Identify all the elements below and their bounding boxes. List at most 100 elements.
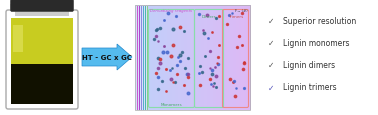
Point (213, 75, 219, 77)
Bar (178, 6, 181, 110)
Point (224, 24, 230, 26)
Point (230, 81, 236, 83)
Text: Lignin dimers: Lignin dimers (283, 60, 335, 69)
Bar (158, 6, 161, 110)
Bar (149, 6, 153, 110)
Point (166, 13, 172, 15)
Point (155, 58, 161, 60)
Bar (13, 26, 23, 52)
Point (236, 36, 242, 37)
Point (169, 68, 175, 70)
Text: Superior resolution: Superior resolution (283, 16, 356, 25)
Point (241, 63, 247, 65)
Point (200, 71, 206, 73)
Point (229, 13, 235, 15)
Point (213, 86, 219, 88)
Point (180, 52, 186, 54)
Point (209, 32, 215, 34)
Point (160, 51, 166, 53)
Bar (215, 6, 219, 110)
Text: Dimers: Dimers (201, 15, 216, 19)
Point (181, 31, 187, 33)
Bar (187, 6, 190, 110)
Point (174, 74, 180, 76)
Bar (141, 6, 144, 110)
Point (241, 88, 247, 89)
Bar (190, 6, 193, 110)
Bar (227, 6, 230, 110)
Point (215, 63, 222, 65)
Point (239, 13, 245, 15)
Bar (15, 9, 69, 17)
Text: ✓: ✓ (268, 60, 274, 69)
Bar (201, 6, 204, 110)
Text: F₁₂ (#): F₁₂ (#) (235, 9, 248, 13)
Bar (135, 6, 148, 110)
Point (173, 16, 179, 18)
Point (234, 47, 240, 49)
Point (201, 33, 207, 34)
Text: RCF Lignin: RCF Lignin (10, 4, 56, 13)
Bar (184, 6, 187, 110)
Point (209, 69, 215, 71)
Point (181, 84, 187, 86)
Text: ✓: ✓ (268, 83, 274, 92)
Bar (230, 6, 233, 110)
Bar (11, 65, 73, 104)
Point (214, 63, 220, 65)
Point (233, 88, 239, 89)
Bar (169, 6, 173, 110)
Point (211, 82, 217, 84)
Bar (138, 6, 141, 110)
Point (215, 57, 221, 59)
Point (216, 45, 222, 47)
Point (216, 16, 222, 17)
Point (170, 82, 177, 83)
Point (163, 90, 169, 92)
Bar (172, 6, 176, 110)
Point (207, 68, 213, 70)
Point (155, 40, 161, 42)
Point (227, 78, 233, 80)
Point (182, 68, 188, 70)
Text: Trimers: Trimers (228, 15, 243, 19)
Point (206, 79, 212, 80)
Point (207, 50, 213, 52)
Bar (152, 6, 156, 110)
FancyArrow shape (82, 45, 132, 70)
Bar (242, 6, 245, 110)
Point (169, 79, 175, 81)
Bar (210, 6, 213, 110)
Bar (147, 6, 150, 110)
Text: Lignin monomers: Lignin monomers (283, 38, 350, 47)
Point (174, 64, 180, 66)
Point (226, 15, 232, 17)
Point (167, 56, 174, 58)
Point (205, 37, 211, 39)
Point (164, 51, 170, 53)
Point (212, 66, 218, 68)
Bar (224, 6, 228, 110)
Bar (11, 19, 73, 68)
Bar (161, 6, 164, 110)
Point (185, 76, 191, 78)
Point (240, 68, 246, 70)
Point (177, 60, 183, 62)
Point (232, 95, 238, 97)
FancyBboxPatch shape (6, 11, 78, 109)
Bar (167, 6, 170, 110)
Point (175, 56, 181, 58)
Text: Lignin trimers: Lignin trimers (283, 83, 337, 92)
Point (157, 28, 163, 29)
Bar (155, 6, 158, 110)
Point (172, 82, 178, 83)
Bar (135, 6, 250, 110)
Point (213, 18, 219, 20)
Point (170, 45, 176, 46)
Bar (144, 6, 147, 110)
Bar (233, 6, 236, 110)
Bar (135, 6, 138, 110)
Bar (192, 6, 196, 110)
Bar (235, 6, 239, 110)
Point (185, 74, 191, 76)
